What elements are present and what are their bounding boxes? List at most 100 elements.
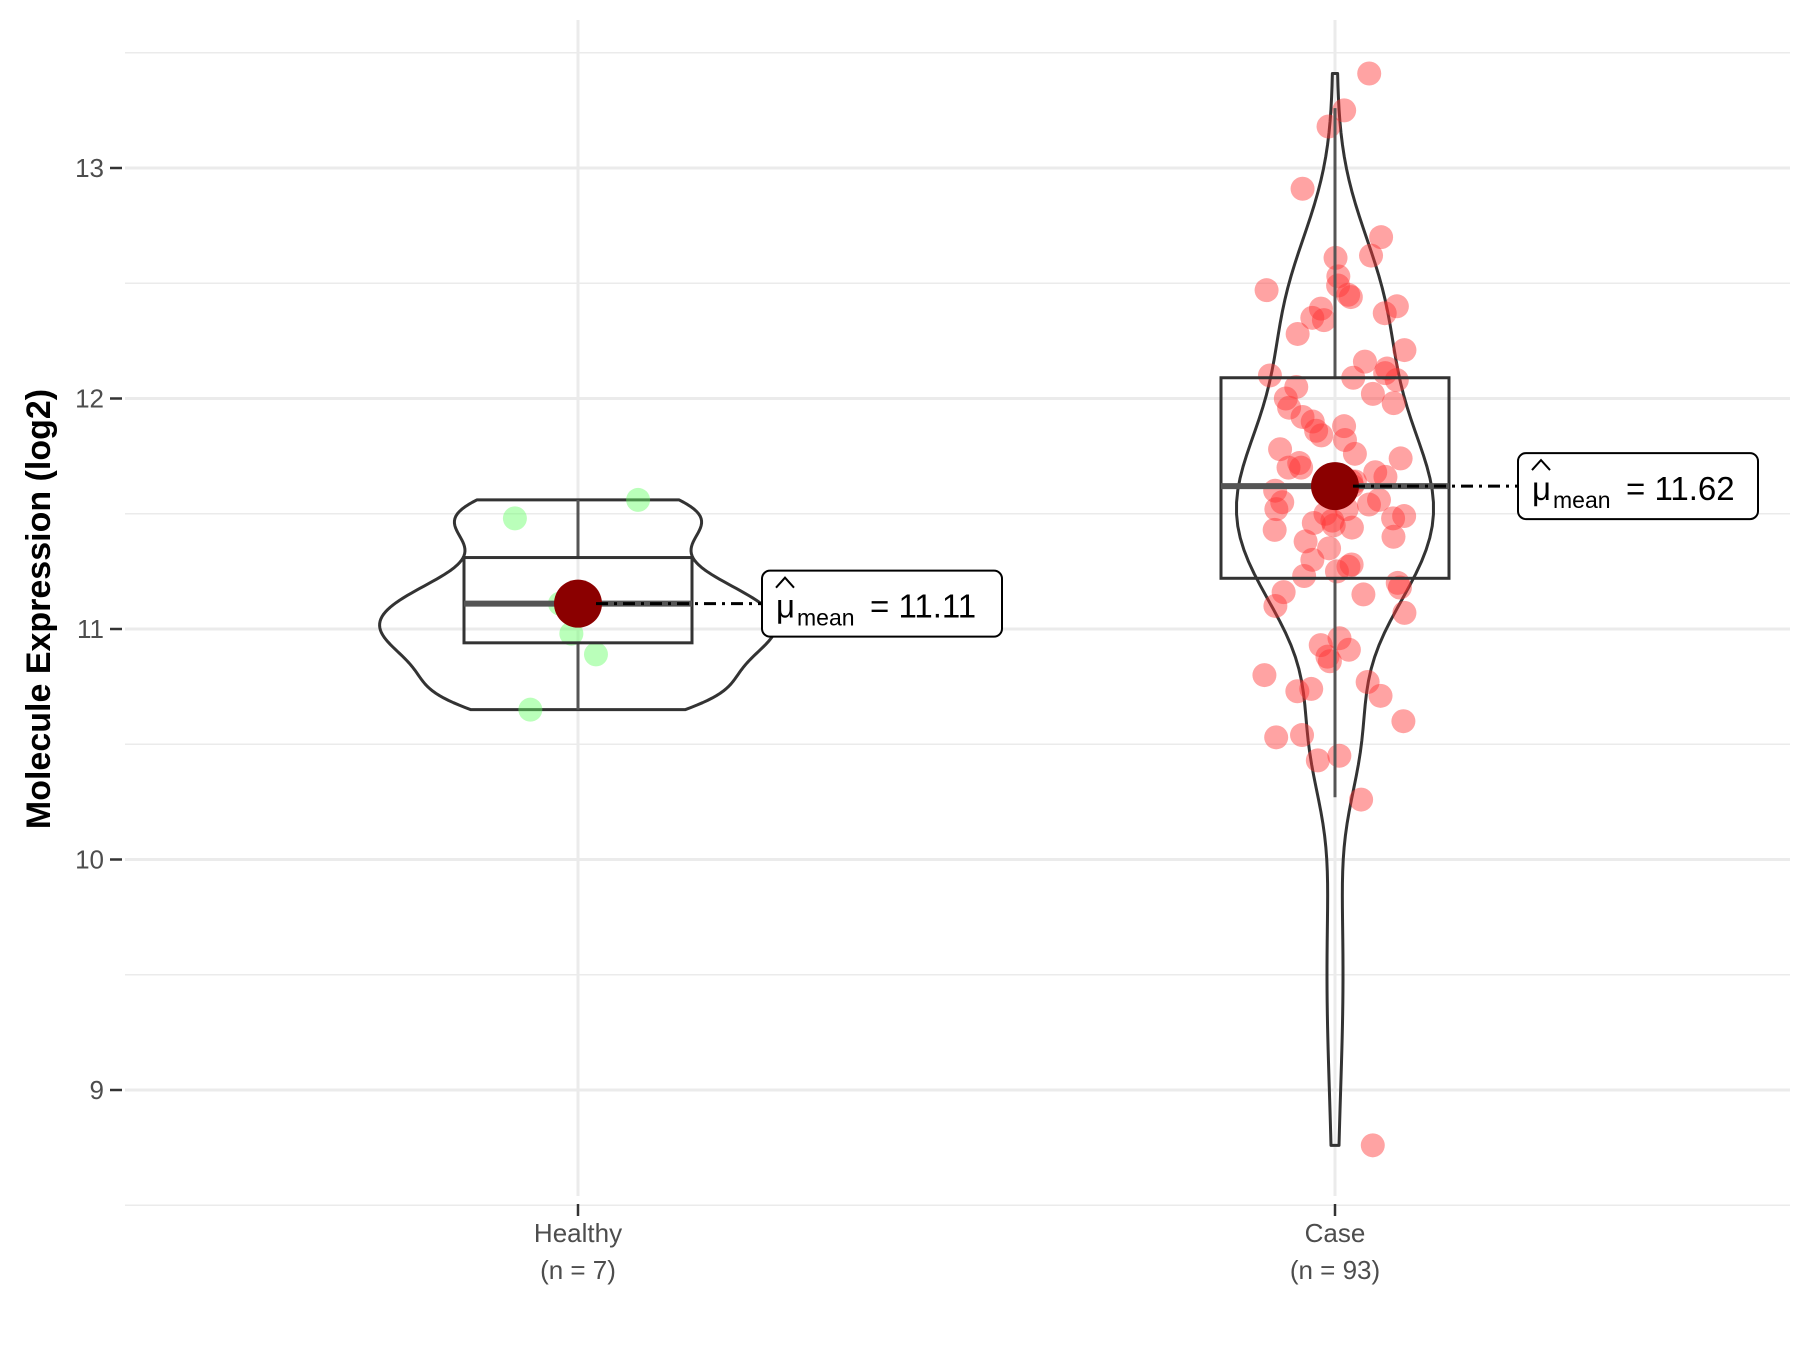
data-point — [583, 642, 608, 667]
data-point — [1252, 663, 1277, 688]
data-point — [1304, 418, 1329, 443]
data-point — [1392, 600, 1417, 625]
y-tick-label: 11 — [77, 614, 104, 644]
data-point — [1262, 517, 1287, 542]
data-point — [1363, 460, 1388, 485]
mean-label-subscript: mean — [797, 605, 855, 631]
y-tick-label: 9 — [90, 1075, 104, 1105]
data-point — [1321, 513, 1346, 538]
data-point — [1339, 552, 1364, 577]
x-tick-label: Case — [1305, 1218, 1366, 1248]
data-point — [1359, 243, 1384, 268]
data-point — [1276, 455, 1301, 480]
data-point — [1264, 725, 1289, 750]
data-point — [1277, 395, 1302, 420]
mean-label-hat — [1531, 458, 1551, 471]
data-point — [1332, 98, 1357, 123]
data-point — [1285, 679, 1310, 704]
y-axis-label: Molecule Expression (log2) — [20, 389, 58, 829]
y-tick-label: 13 — [75, 153, 104, 183]
data-point — [1332, 427, 1357, 452]
data-point — [1368, 683, 1393, 708]
data-point — [1264, 497, 1289, 522]
data-point — [1373, 464, 1398, 489]
mean-point — [1311, 462, 1359, 511]
data-point — [1338, 285, 1363, 310]
data-point — [1352, 349, 1377, 374]
data-point — [1284, 374, 1309, 399]
data-point — [1311, 308, 1336, 333]
data-point — [1336, 282, 1361, 307]
data-point — [1392, 338, 1417, 363]
data-point — [1387, 575, 1412, 600]
x-tick-label: Healthy — [534, 1218, 622, 1248]
data-point — [1308, 296, 1333, 321]
data-point — [1292, 563, 1317, 588]
mean-point — [554, 579, 602, 628]
data-point — [1270, 490, 1295, 515]
mean-label-hat — [775, 576, 795, 589]
data-point — [1273, 386, 1298, 411]
data-point — [1355, 670, 1380, 695]
data-point — [1271, 580, 1296, 605]
y-tick-label: 12 — [75, 384, 104, 414]
data-point — [626, 487, 651, 512]
data-point — [1293, 529, 1318, 554]
data-point — [1351, 582, 1376, 607]
data-point — [1384, 368, 1409, 393]
data-point — [1332, 414, 1357, 439]
data-point — [1268, 437, 1293, 462]
data-point — [1317, 536, 1342, 561]
data-point — [1336, 554, 1361, 579]
group-case: μ mean = 11.62 — [1219, 61, 1759, 1158]
data-point — [1336, 637, 1361, 662]
box — [1219, 376, 1451, 580]
data-point — [1308, 633, 1333, 658]
data-point — [1326, 264, 1351, 289]
data-point — [1369, 225, 1394, 250]
data-point — [1360, 381, 1385, 406]
data-point — [1381, 524, 1406, 549]
groups-layer: μ mean = 11.11μ mean = 11.62 — [378, 61, 1759, 1158]
data-point — [1254, 278, 1279, 303]
data-point — [1290, 723, 1315, 748]
y-tick-label: 10 — [75, 845, 104, 875]
x-tick-sublabel: (n = 93) — [1290, 1255, 1380, 1285]
x-axis: Healthy (n = 7) Case (n = 93) — [534, 1204, 1380, 1285]
data-point — [1316, 114, 1341, 139]
data-point — [1300, 547, 1325, 572]
box — [462, 556, 694, 645]
data-point — [1257, 363, 1282, 388]
data-point — [1315, 644, 1340, 669]
data-point — [1342, 441, 1367, 466]
data-point — [1381, 391, 1406, 416]
mean-label-box — [1517, 452, 1759, 521]
data-point — [1392, 504, 1417, 529]
data-point — [1305, 748, 1330, 773]
data-point — [1263, 593, 1288, 618]
data-point — [502, 506, 527, 531]
data-point — [1357, 61, 1382, 86]
mean-label-box — [761, 569, 1003, 638]
mean-label-mu: μ — [776, 588, 795, 625]
data-point — [1391, 709, 1416, 734]
data-point — [1309, 423, 1334, 448]
mean-label-subscript: mean — [1553, 487, 1611, 513]
data-point — [1326, 273, 1351, 298]
data-point — [1349, 787, 1374, 812]
data-point — [1290, 176, 1315, 201]
minor-gridlines — [125, 51, 1790, 1207]
data-point — [1327, 743, 1352, 768]
data-point — [1372, 301, 1397, 326]
data-point — [1317, 649, 1342, 674]
data-point — [1381, 506, 1406, 531]
mean-label-mu: μ — [1532, 470, 1551, 507]
data-point — [1287, 451, 1312, 476]
data-point — [1285, 321, 1310, 346]
mean-label-value: = 11.11 — [870, 588, 976, 625]
data-point — [1290, 404, 1315, 429]
data-point — [1299, 676, 1324, 701]
data-point — [1301, 510, 1326, 535]
data-point — [1300, 409, 1325, 434]
